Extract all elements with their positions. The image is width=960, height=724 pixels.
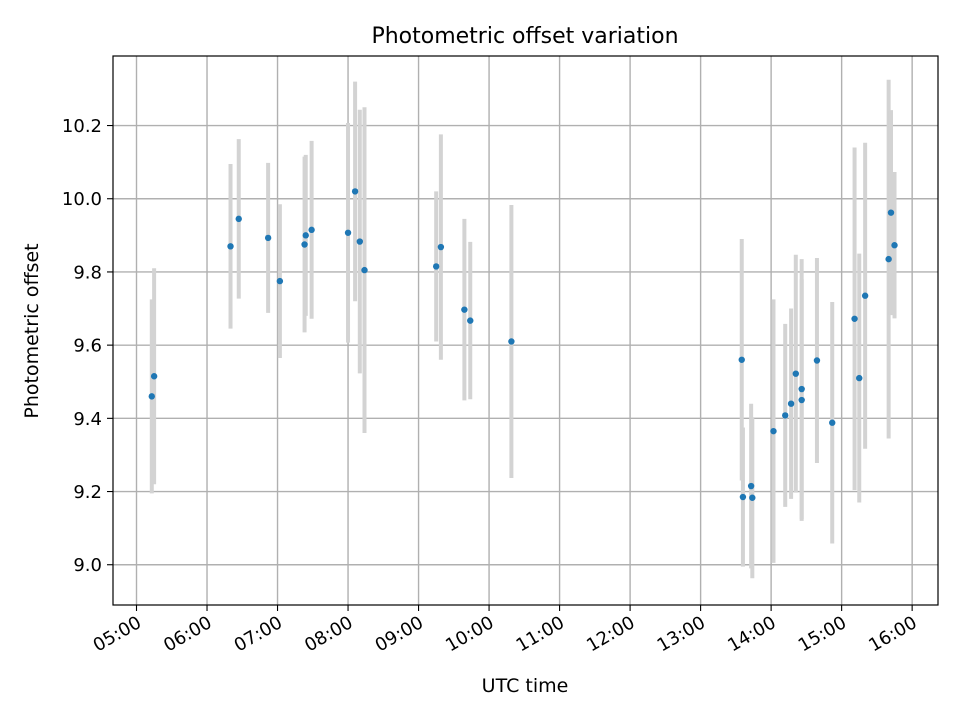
data-point [264,234,272,242]
data-point [235,215,242,223]
data-point [308,226,315,234]
data-point [432,263,440,270]
grid-layer [113,56,938,605]
data-point [829,419,836,426]
data-point [227,243,234,250]
data-point [770,427,777,435]
data-point [302,232,309,239]
data-point [437,243,445,251]
y-tick-label: 9.4 [73,409,102,430]
data-point [749,494,756,501]
axes-frame [112,55,939,606]
y-tick-label: 10.2 [62,116,102,137]
data-point [301,241,308,248]
y-tick-label: 9.2 [73,482,102,503]
y-tick-label: 9.8 [73,262,102,283]
data-point [150,373,158,380]
y-tick-label: 9.0 [73,555,102,576]
data-point [148,393,155,400]
data-point [861,292,869,299]
chart-title: Photometric offset variation [371,24,678,49]
data-point [276,277,284,285]
data-point [351,188,359,195]
data-point [787,400,795,407]
plot-area-background [113,56,938,605]
data-point [798,396,805,404]
data-point [782,412,789,419]
y-axis-label: Photometric offset [21,243,43,418]
data-point [856,374,863,382]
data-point [885,255,892,263]
data-point [851,315,858,322]
y-tick-label: 10.0 [62,189,102,210]
data-point [739,493,747,501]
data-point [887,209,895,216]
y-tick-label: 9.6 [73,336,102,357]
data-point [508,338,515,345]
data-point [356,238,363,245]
y-tick-label-layer: 9.0 9.2 9.4 9.6 9.8 10.0 10.2 [62,116,102,576]
x-axis-label: UTC time [482,675,569,697]
data-point [891,242,898,249]
data-point [747,482,755,490]
tick-layer [107,124,913,611]
data-point [461,306,468,313]
data-point [467,317,474,324]
data-point [792,370,799,377]
data-point [798,385,805,393]
data-point [738,356,745,363]
data-point-layer [148,188,898,501]
data-point [344,229,352,236]
data-point [361,266,368,274]
data-point [813,357,821,364]
